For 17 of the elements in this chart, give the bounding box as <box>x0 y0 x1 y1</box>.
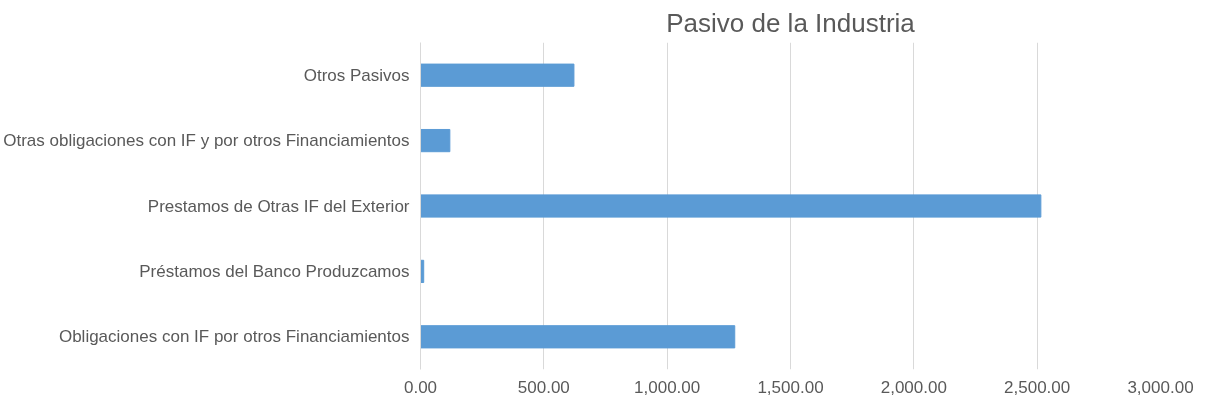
x-tick-label: 500.00 <box>517 377 570 397</box>
x-tick-label: 3,000.00 <box>1127 377 1194 397</box>
x-tick-label: 2,000.00 <box>880 377 947 397</box>
bar <box>420 63 575 87</box>
y-tick-label: Otros Pasivos <box>303 65 410 85</box>
bar <box>420 194 1042 218</box>
y-tick-label: Préstamos del Banco Produzcamos <box>139 261 410 281</box>
x-tick-label: 0.00 <box>403 377 438 397</box>
x-tick-label: 2,500.00 <box>1004 377 1071 397</box>
y-tick-label: Otras obligaciones con IF y por otros Financiamientos <box>3 131 410 151</box>
x-tick-label: 1,000.00 <box>634 377 701 397</box>
bar <box>420 128 451 153</box>
x-tick-label: 1,500.00 <box>757 377 824 397</box>
y-tick-label: Prestamos de Otras IF del Exterior <box>147 196 410 216</box>
bar <box>420 325 736 349</box>
y-tick-label: Obligaciones con IF por otros Financiamientos <box>58 327 410 347</box>
chart-title: Pasivo de la Industria <box>666 7 916 38</box>
